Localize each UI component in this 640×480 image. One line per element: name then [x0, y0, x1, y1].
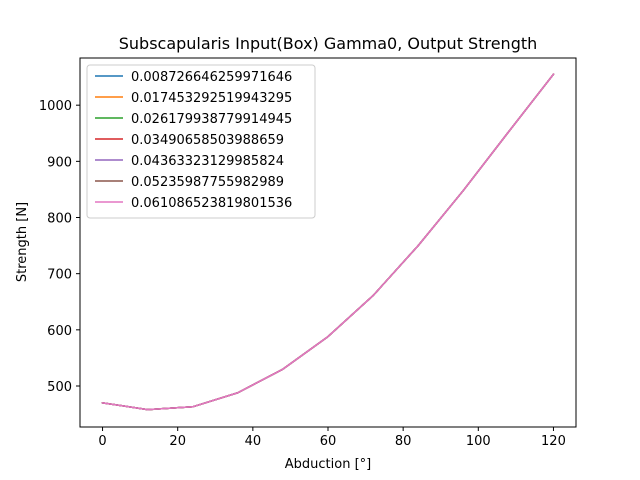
- y-axis-title: Strength [N]: [15, 202, 30, 282]
- x-tick-label: 60: [320, 434, 337, 449]
- legend-label: 0.03490658503988659: [131, 133, 284, 148]
- legend-box: [86, 64, 316, 219]
- x-tick-label: 20: [169, 434, 186, 449]
- y-tick-label: 1000: [39, 99, 72, 114]
- x-tick-label: 80: [395, 434, 412, 449]
- y-tick-label: 600: [47, 324, 72, 339]
- y-tick-label: 700: [47, 268, 72, 283]
- x-axis-title: Abduction [°]: [285, 457, 371, 472]
- legend-label: 0.008726646259971646: [131, 70, 292, 85]
- x-tick-label: 120: [541, 434, 566, 449]
- chart-title: Subscapularis Input(Box) Gamma0, Output …: [119, 34, 538, 53]
- legend: 0.008726646259971646 0.017453292519943295…: [86, 64, 316, 219]
- legend-label: 0.026179938779914945: [131, 112, 292, 127]
- x-tick-label: 100: [466, 434, 491, 449]
- legend-label: 0.061086523819801536: [131, 196, 292, 211]
- y-tick-label: 500: [47, 380, 72, 395]
- legend-label: 0.05235987755982989: [131, 175, 284, 190]
- x-tick-label: 0: [98, 434, 106, 449]
- y-tick-label: 800: [47, 212, 72, 227]
- x-axis: 0 20 40 60 80 100 120: [98, 427, 566, 449]
- y-axis: 500 600 700 800 900 1000: [39, 99, 80, 395]
- series-layer: [101, 73, 555, 411]
- series-line-7: [101, 73, 555, 411]
- x-tick-label: 40: [245, 434, 262, 449]
- y-tick-label: 900: [47, 155, 72, 170]
- legend-label: 0.04363323129985824: [131, 154, 284, 169]
- legend-label: 0.017453292519943295: [131, 91, 292, 106]
